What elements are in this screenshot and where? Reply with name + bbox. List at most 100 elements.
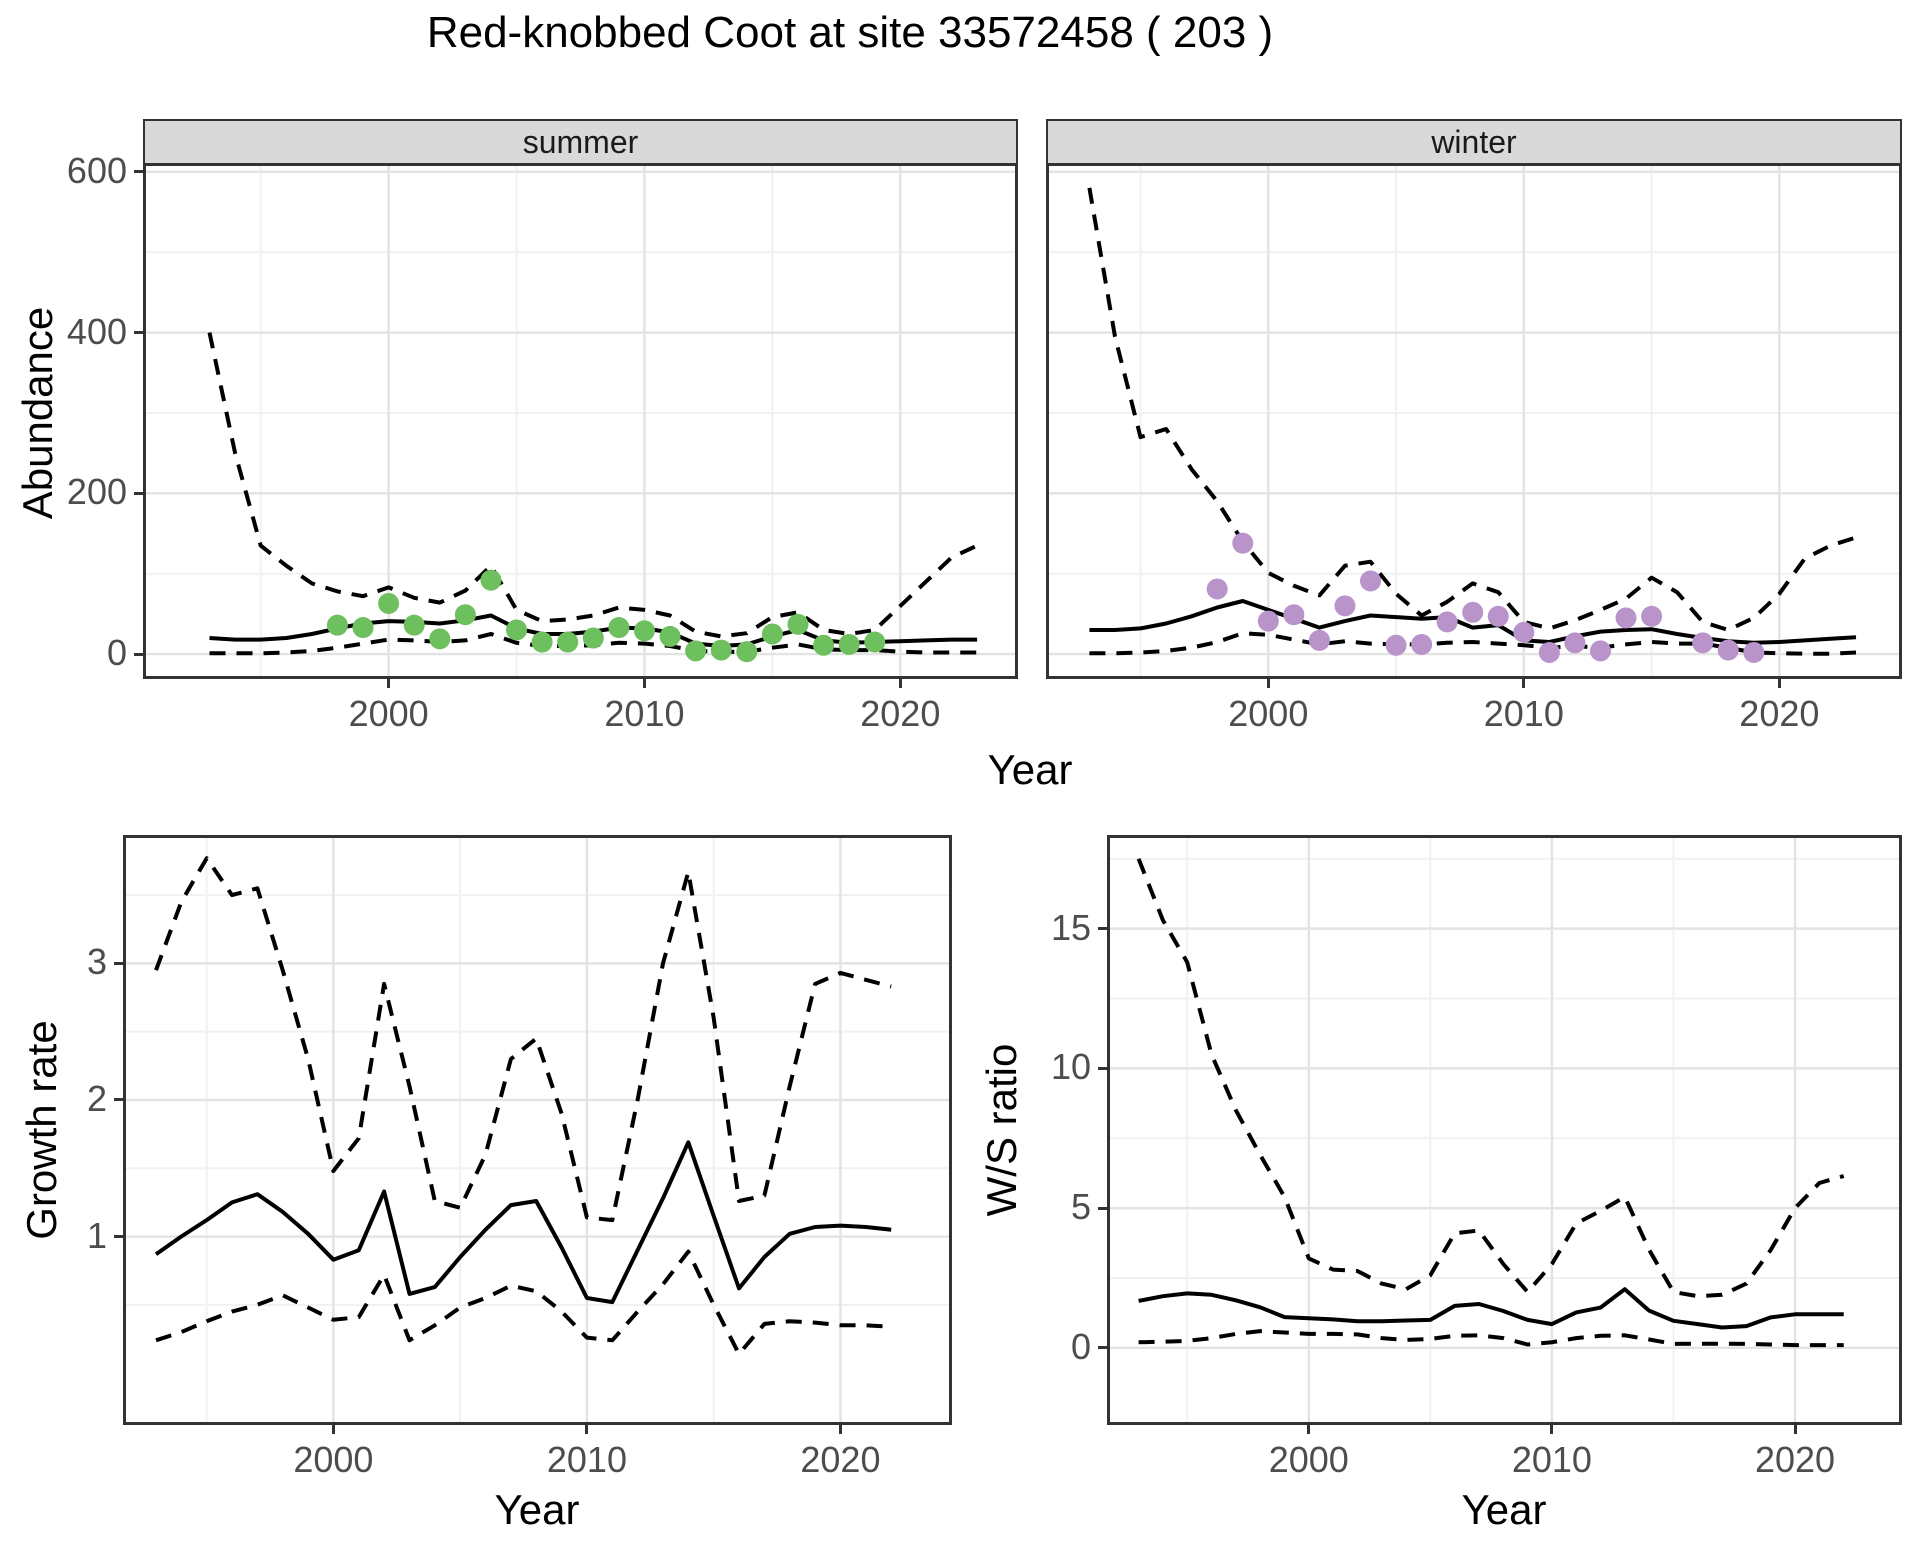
observed-count-point [403,614,425,636]
x-tick-mark [1550,1425,1554,1434]
ws-year-axis-title: Year [1461,1486,1547,1533]
observed-count-point [1206,578,1228,600]
growth-year-axis-title: Year [494,1486,580,1533]
ws-ratio-panel [1107,835,1902,1425]
x-tick-mark [585,1425,589,1434]
observed-count-point [378,592,400,614]
y-axis-tick-label: 2 [86,1077,107,1119]
observed-count-point [710,639,732,661]
observed-count-point [761,623,783,645]
y-tick-mark [1098,927,1107,931]
observed-count-point [352,617,374,639]
y-axis-tick-label: 400 [66,310,127,352]
y-tick-mark [1098,1066,1107,1070]
x-tick-mark [1777,679,1781,688]
observed-count-point [429,628,451,650]
panel-border [1046,163,1902,679]
x-axis-tick-label: 2020 [860,693,941,734]
x-axis-tick-label: 2000 [293,1439,374,1480]
x-tick-mark [838,1425,842,1434]
facet-strip-winter-label: winter [1431,123,1517,160]
x-axis-tick-label: 2020 [1754,1439,1836,1480]
y-axis-tick-label: 3 [86,941,107,983]
x-tick-mark [387,679,391,688]
observed-count-point [1743,641,1765,663]
observed-count-point [1360,570,1382,592]
x-tick-mark [1307,1425,1311,1434]
observed-count-point [582,627,604,649]
y-axis-tick-label: 1 [86,1214,107,1256]
observed-count-point [326,614,348,636]
observed-count-point [1513,621,1535,643]
panel-border [123,835,952,1425]
x-axis-tick-label: 2000 [1268,1439,1349,1480]
y-tick-mark [114,1098,123,1102]
y-tick-mark [1098,1206,1107,1210]
growth-rate-axis-title: Growth rate [18,1020,65,1240]
x-axis-tick-label: 2020 [800,1439,881,1480]
facet-strip-winter: winter [1046,119,1902,165]
y-tick-mark [134,652,143,656]
x-tick-mark [331,1425,335,1434]
confidence-lower95-line [1138,1329,1844,1348]
y-axis-tick-label: 15 [1050,906,1091,948]
y-tick-mark [114,1235,123,1239]
observed-count-point [1692,632,1714,654]
observed-count-point [531,631,553,653]
facet-strip-summer: summer [143,119,1018,165]
observed-count-point [685,640,707,662]
observed-count-point [1589,640,1611,662]
y-axis-tick-label: 0 [1070,1325,1091,1367]
observed-count-point [506,619,528,641]
y-axis-tick-label: 200 [66,471,127,513]
x-axis-tick-label: 2020 [1739,693,1820,734]
x-axis-tick-label: 2010 [546,1439,627,1480]
top-year-axis-title: Year [987,746,1073,793]
y-tick-mark [134,491,143,495]
mean-line [154,1140,892,1305]
observed-count-point [1462,601,1484,623]
observed-count-point [1283,604,1305,626]
observed-count-point [1538,641,1560,663]
observed-count-point [1308,629,1330,651]
observed-count-point [1232,532,1254,554]
observed-count-point [1615,607,1637,629]
y-tick-mark [114,961,123,965]
observed-count-point [736,641,758,663]
confidence-upper95-line [154,856,892,1223]
observed-count-point [1487,605,1509,627]
y-axis-tick-label: 600 [66,149,127,191]
y-tick-mark [134,331,143,335]
y-axis-tick-label: 0 [106,632,127,674]
summer-abundance-panel [143,163,1018,679]
confidence-lower95-line [1089,631,1857,656]
confidence-upper95-line [1136,858,1845,1299]
observed-count-point [1641,605,1663,627]
observed-count-point [864,631,886,653]
observed-count-point [557,631,579,653]
growth-rate-panel [123,835,952,1425]
observed-count-point [659,625,681,647]
y-axis-tick-label: 10 [1050,1046,1091,1088]
x-axis-tick-label: 2010 [604,693,685,734]
observed-count-point [1411,633,1433,655]
x-axis-tick-label: 2010 [1483,693,1564,734]
confidence-upper95-line [1087,187,1857,632]
y-tick-mark [1098,1346,1107,1350]
panel-border [143,163,1018,679]
observed-count-point [1436,611,1458,633]
x-tick-mark [1522,679,1526,688]
x-axis-tick-label: 2000 [348,693,429,734]
x-tick-mark [642,679,646,688]
observed-count-point [454,604,476,626]
panel-border [1107,835,1902,1425]
observed-count-point [813,634,835,656]
mean-line [1138,1287,1844,1330]
observed-count-point [1385,634,1407,656]
observed-count-point [1564,632,1586,654]
x-tick-mark [1266,679,1270,688]
observed-count-point [1257,610,1279,632]
confidence-lower95-line [155,1249,892,1356]
confidence-upper95-line [207,332,978,639]
observed-count-point [480,569,502,591]
